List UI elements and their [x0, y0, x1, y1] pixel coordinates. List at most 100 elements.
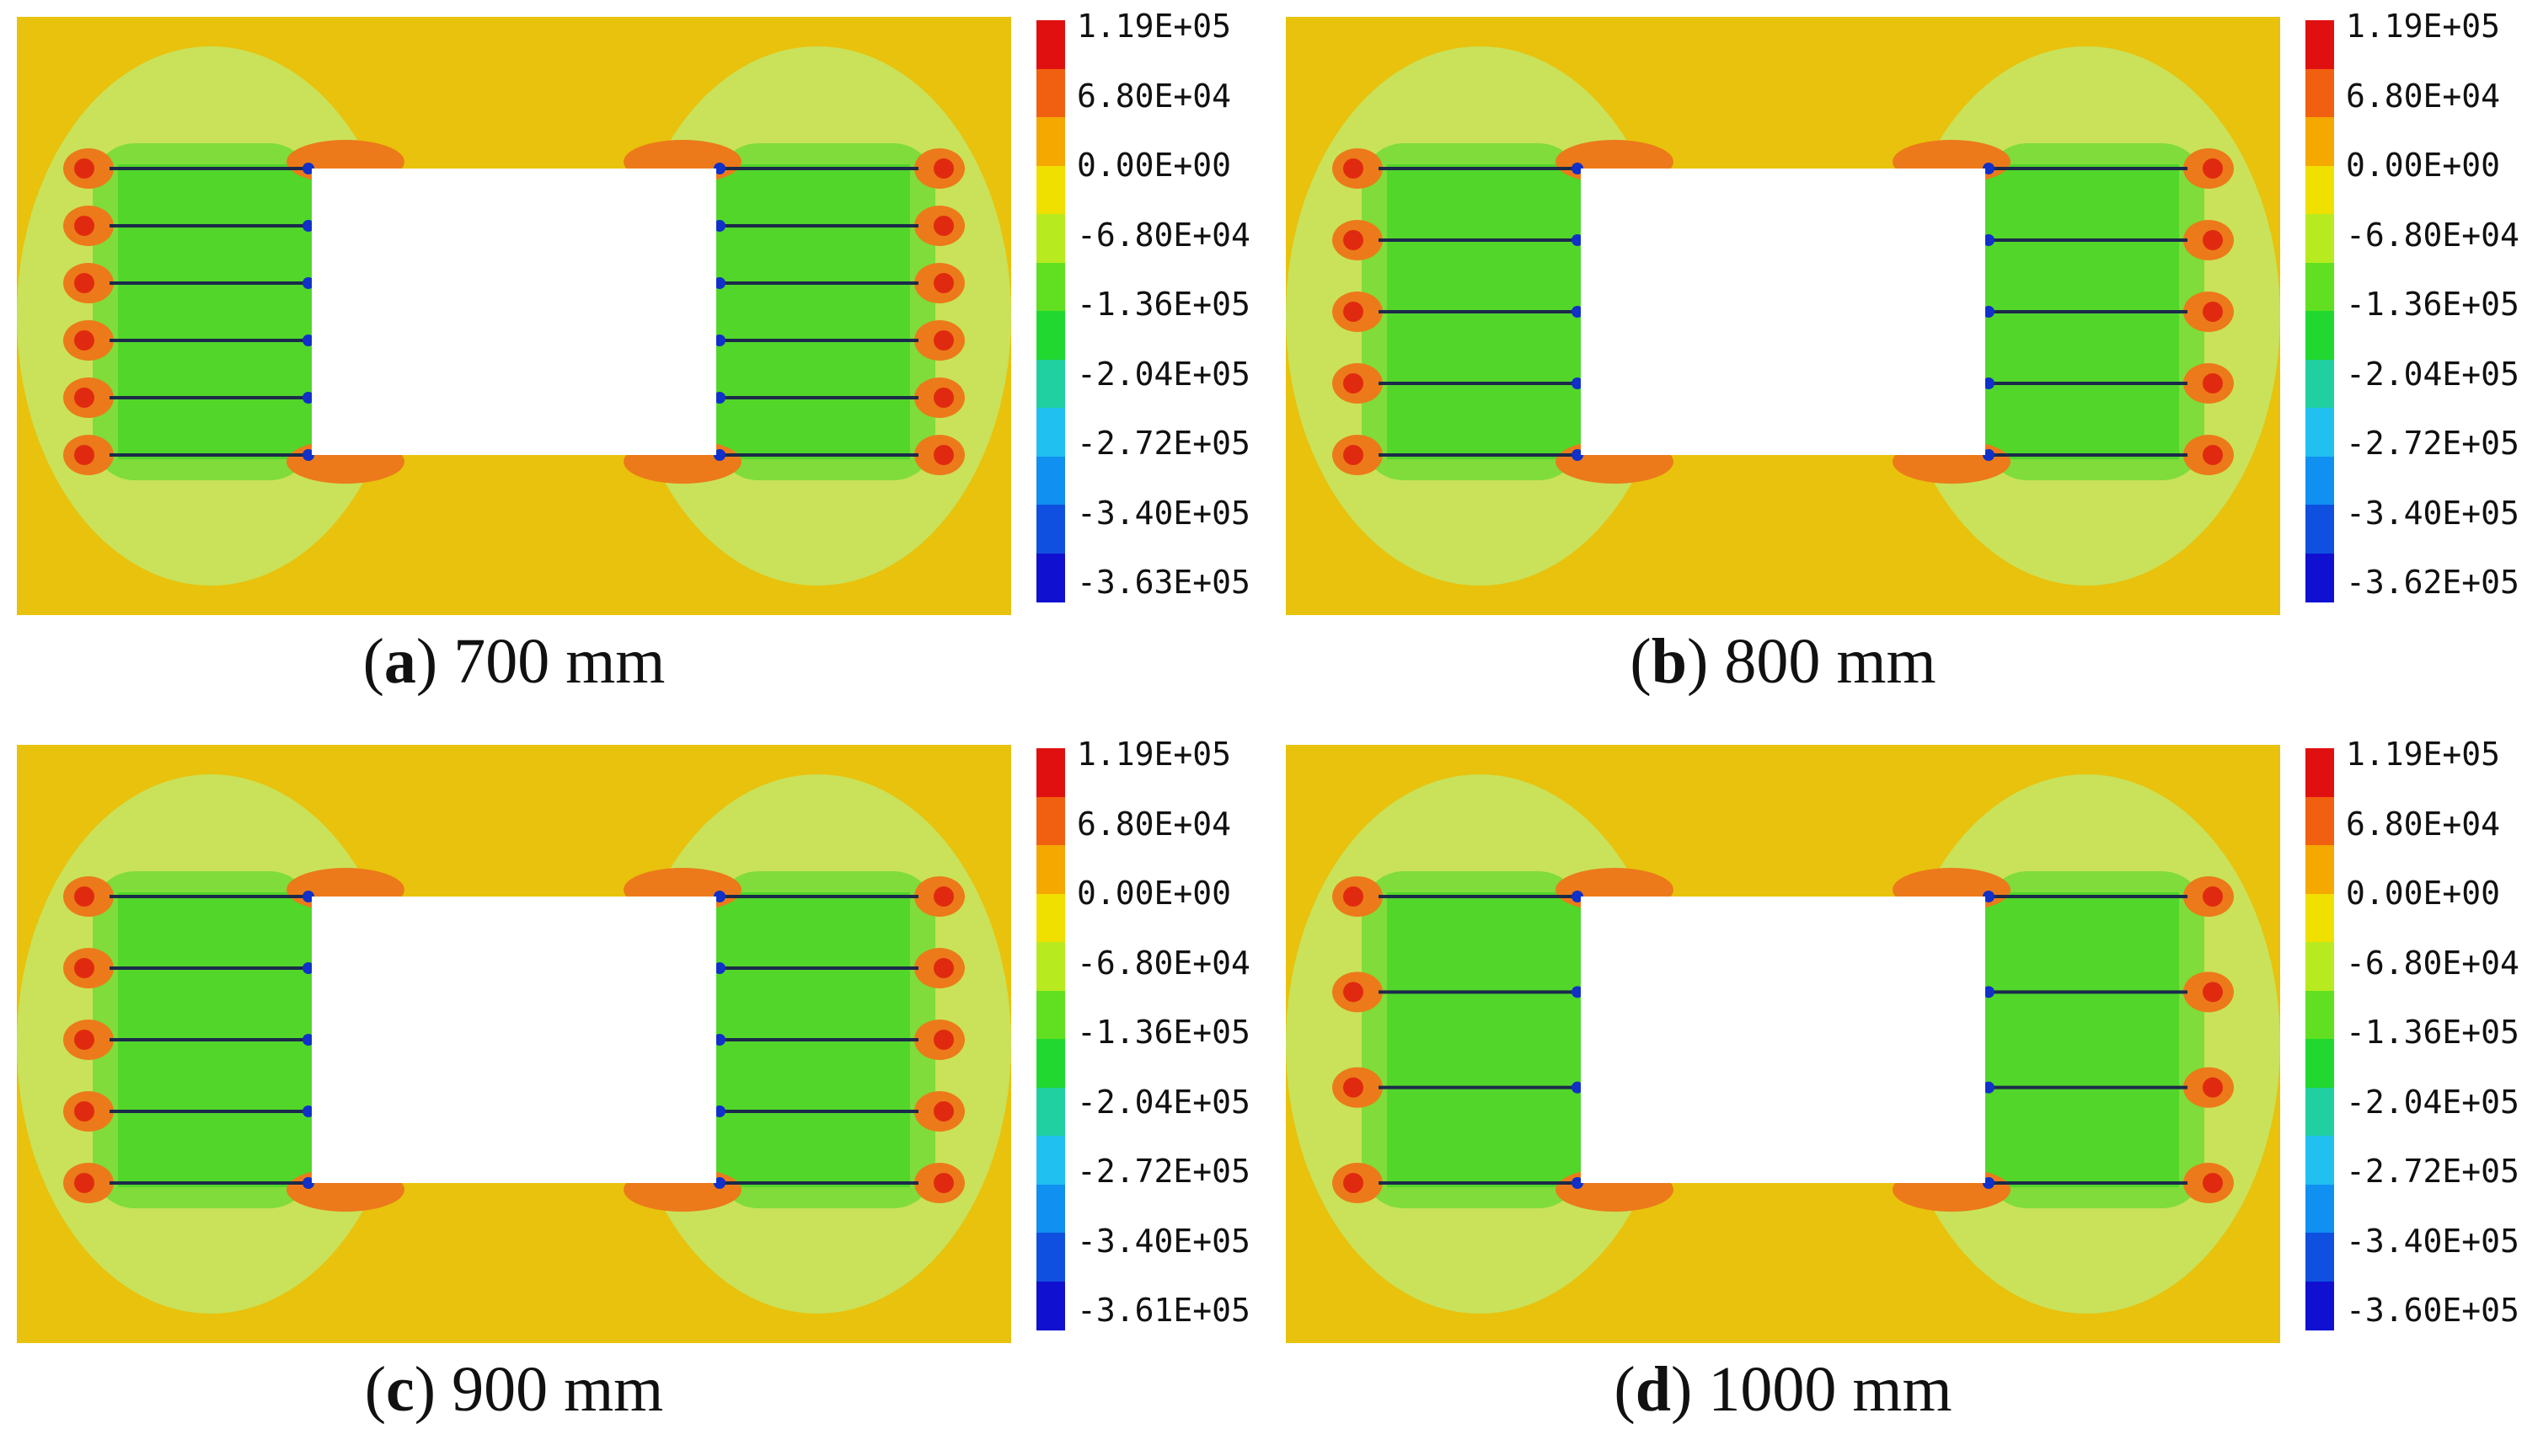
anchor-head — [1572, 891, 1583, 902]
anchor-end-peak — [74, 1173, 94, 1193]
panel-letter: a — [383, 626, 416, 697]
anchor-end-peak — [934, 158, 954, 179]
legend-value: -2.04E+05 — [1077, 1083, 1250, 1121]
anchor-head — [303, 1177, 314, 1189]
colorbar-segment — [2305, 796, 2334, 846]
anchor-end-peak — [74, 886, 94, 907]
colorbar-segment — [2305, 1233, 2334, 1282]
colorbar-segment — [2305, 456, 2334, 506]
panel-caption: (a) 700 mm — [362, 626, 666, 697]
color-legend: 1.19E+05 6.80E+04 0.00E+00 -6.80E+04 -1.36E+… — [1021, 10, 1266, 607]
anchor-end-peak — [2203, 230, 2223, 250]
contour-plot — [1286, 745, 2280, 1343]
anchor-head — [1983, 891, 1995, 902]
anchor-head — [1572, 377, 1583, 389]
anchor-end-peak — [74, 1101, 94, 1121]
colorbar-segment — [1036, 117, 1065, 167]
colorbar-segment — [2305, 1184, 2334, 1234]
legend-value: -1.36E+05 — [1077, 1014, 1250, 1051]
stress-contour-svg — [17, 745, 1011, 1343]
anchor-head — [714, 163, 726, 174]
anchor-end-peak — [74, 1030, 94, 1050]
colorbar-segment — [1036, 214, 1065, 264]
anchor-end-peak — [2203, 158, 2223, 179]
panel-d: 1.19E+05 6.80E+04 0.00E+00 -6.80E+04 -1.36E+… — [1269, 728, 2538, 1456]
panel-label: 700 mm — [453, 626, 666, 697]
anchor-head — [714, 1105, 726, 1117]
anchor-head — [714, 335, 726, 346]
legend-value: 1.19E+05 — [2346, 8, 2501, 45]
panel-letter: c — [386, 1354, 415, 1425]
panel-letter: b — [1651, 626, 1688, 697]
anchor-end-peak — [2203, 445, 2223, 465]
legend-value: -1.36E+05 — [1077, 286, 1250, 323]
core-compression-zone — [716, 164, 910, 459]
legend-value: -6.80E+04 — [2346, 216, 2519, 254]
anchor-end-peak — [2203, 982, 2223, 1003]
colorbar-segment — [2305, 117, 2334, 167]
anchor-head — [303, 163, 314, 174]
colorbar-segment — [2305, 311, 2334, 361]
anchor-head — [303, 962, 314, 974]
legend-value: 1.19E+05 — [1077, 736, 1232, 773]
anchor-end-peak — [934, 886, 954, 907]
legend-value: -2.72E+05 — [1077, 425, 1250, 462]
anchor-head — [1572, 234, 1583, 246]
colorbar-segment — [1036, 1136, 1065, 1186]
colorbar-segment — [1036, 262, 1065, 312]
contour-plot — [1286, 17, 2280, 615]
stress-contour-svg — [1286, 745, 2280, 1343]
colorbar-segment — [2305, 845, 2334, 895]
anchor-end-peak — [1343, 982, 1363, 1003]
anchor-end-peak — [2203, 302, 2223, 322]
excavation-opening — [1581, 897, 1985, 1183]
legend-value: -3.61E+05 — [1077, 1292, 1250, 1329]
colorbar-segment — [2305, 748, 2334, 798]
anchor-head — [1983, 306, 1995, 318]
colorbar-segment — [2305, 1281, 2334, 1330]
colorbar-segment — [2305, 1087, 2334, 1137]
color-legend: 1.19E+05 6.80E+04 0.00E+00 -6.80E+04 -1.36E+… — [2290, 10, 2535, 607]
panel-label: 900 mm — [452, 1354, 664, 1425]
colorbar-segment — [1036, 165, 1065, 215]
colorbar-segment — [2305, 165, 2334, 215]
anchor-end-peak — [74, 958, 94, 978]
legend-value: 0.00E+00 — [1077, 875, 1232, 912]
legend-value: -3.40E+05 — [2346, 1222, 2519, 1260]
colorbar-segment — [1036, 1184, 1065, 1234]
core-compression-zone — [1985, 892, 2179, 1187]
anchor-head — [1983, 986, 1995, 998]
anchor-head — [303, 1034, 314, 1046]
anchor-end-peak — [1343, 373, 1363, 393]
excavation-opening — [312, 897, 716, 1183]
colorbar-segment — [1036, 748, 1065, 798]
colorbar — [2305, 748, 2334, 1330]
legend-value: -2.72E+05 — [2346, 1153, 2519, 1190]
anchor-head — [714, 962, 726, 974]
anchor-end-peak — [934, 445, 954, 465]
anchor-head — [1572, 306, 1583, 318]
color-legend: 1.19E+05 6.80E+04 0.00E+00 -6.80E+04 -1.36E+… — [1021, 738, 1266, 1335]
colorbar-segment — [1036, 20, 1065, 70]
anchor-end-peak — [74, 273, 94, 293]
color-legend: 1.19E+05 6.80E+04 0.00E+00 -6.80E+04 -1.36E+… — [2290, 738, 2535, 1335]
colorbar-segment — [2305, 262, 2334, 312]
contour-plot — [17, 17, 1011, 615]
anchor-head — [303, 449, 314, 461]
colorbar-segment — [2305, 408, 2334, 458]
legend-value: -6.80E+04 — [2346, 944, 2519, 982]
colorbar-segment — [1036, 456, 1065, 506]
anchor-end-peak — [1343, 445, 1363, 465]
panel-a: 1.19E+05 6.80E+04 0.00E+00 -6.80E+04 -1.36E+… — [0, 0, 1269, 728]
panel-c: 1.19E+05 6.80E+04 0.00E+00 -6.80E+04 -1.36E+… — [0, 728, 1269, 1456]
colorbar-segment — [2305, 505, 2334, 554]
anchor-end-peak — [934, 216, 954, 236]
panel-label: 1000 mm — [1708, 1354, 1952, 1425]
colorbar-segment — [1036, 311, 1065, 361]
legend-value: -3.63E+05 — [1077, 564, 1250, 601]
legend-value: 0.00E+00 — [1077, 147, 1232, 184]
colorbar-segment — [2305, 1039, 2334, 1089]
legend-value: -3.40E+05 — [1077, 494, 1250, 532]
anchor-end-peak — [934, 1030, 954, 1050]
colorbar-segment — [2305, 893, 2334, 943]
